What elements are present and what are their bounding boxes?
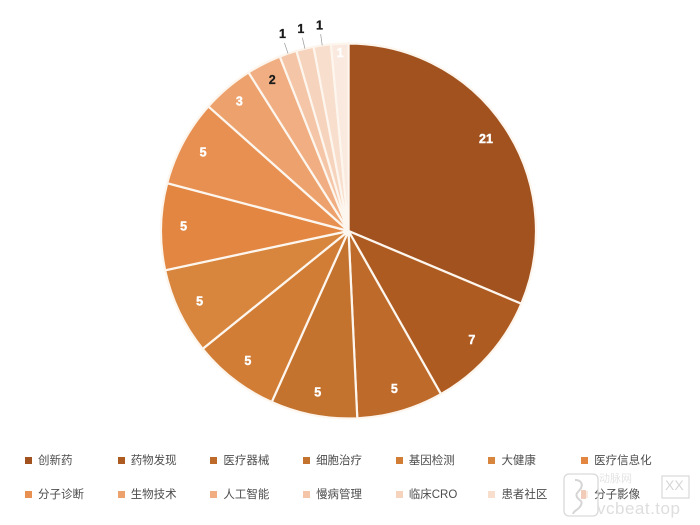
svg-text:7: 7 <box>468 333 475 347</box>
svg-text:3: 3 <box>236 95 243 109</box>
svg-text:5: 5 <box>200 145 207 159</box>
svg-text:1: 1 <box>316 18 323 32</box>
svg-text:1: 1 <box>279 27 286 41</box>
svg-text:5: 5 <box>314 385 321 399</box>
svg-text:5: 5 <box>180 219 187 233</box>
svg-text:1: 1 <box>297 22 304 36</box>
svg-text:21: 21 <box>479 132 493 146</box>
svg-text:1: 1 <box>337 46 344 60</box>
svg-text:5: 5 <box>196 294 203 308</box>
svg-text:5: 5 <box>244 354 251 368</box>
svg-text:2: 2 <box>269 73 276 87</box>
svg-text:5: 5 <box>391 382 398 396</box>
